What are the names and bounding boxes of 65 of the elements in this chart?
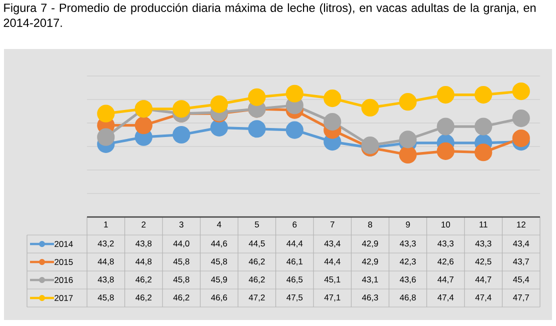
data-label: 43,3 <box>438 240 454 248</box>
data-label: 44,8 <box>98 258 114 266</box>
data-label: 44,4 <box>324 258 340 266</box>
data-label: 45,8 <box>211 258 228 266</box>
x-tick-label: 8 <box>368 222 372 228</box>
data-label: 43,8 <box>98 276 114 284</box>
data-label: 42,9 <box>362 258 378 266</box>
data-label: 43,2 <box>98 240 114 248</box>
legend-label: 2016 <box>54 276 73 283</box>
data-label: 45,9 <box>211 276 228 284</box>
data-label: 45,8 <box>98 294 114 302</box>
x-tick-label: 1 <box>104 222 108 228</box>
data-label: 42,9 <box>362 240 378 248</box>
data-label: 47,5 <box>286 294 303 302</box>
data-label: 43,7 <box>513 258 529 266</box>
data-label: 42,5 <box>475 258 492 266</box>
data-label: 43,8 <box>136 240 152 248</box>
x-tick-label: 5 <box>254 222 259 228</box>
data-label: 47,1 <box>324 294 340 302</box>
x-tick-label: 10 <box>442 222 450 228</box>
data-label: 47,4 <box>438 294 454 302</box>
data-label: 43,3 <box>400 240 416 248</box>
x-tick-label: 9 <box>406 222 410 228</box>
legend-label: 2015 <box>54 258 73 265</box>
data-label: 46,3 <box>362 294 378 302</box>
data-label: 46,2 <box>173 294 190 302</box>
x-tick-label: 6 <box>292 222 297 228</box>
data-label: 46,2 <box>136 294 152 302</box>
data-label: 42,3 <box>400 258 416 266</box>
data-label: 44,6 <box>211 240 228 248</box>
data-label: 44,0 <box>173 240 190 248</box>
data-label: 46,2 <box>248 276 265 284</box>
x-tick-label: 4 <box>216 222 222 228</box>
data-label: 43,6 <box>400 276 416 284</box>
data-label: 45,8 <box>173 276 190 284</box>
x-tick-label: 11 <box>480 222 488 228</box>
data-label: 45,8 <box>173 258 190 266</box>
data-label: 42,6 <box>438 258 454 266</box>
data-label: 46,1 <box>286 258 302 266</box>
data-label: 46,8 <box>400 294 416 302</box>
data-label: 43,4 <box>513 240 530 248</box>
data-label: 44,7 <box>475 276 492 284</box>
x-tick-label: 12 <box>517 222 526 228</box>
data-label: 44,8 <box>136 258 152 266</box>
data-label: 45,4 <box>513 276 530 284</box>
data-label: 43,4 <box>324 240 340 248</box>
data-label: 46,5 <box>286 276 303 284</box>
legend-label: 2014 <box>54 240 73 247</box>
data-label: 43,1 <box>362 276 378 284</box>
data-label: 46,2 <box>136 276 152 284</box>
data-label: 47,2 <box>248 294 265 302</box>
legend-label: 2017 <box>54 294 73 301</box>
data-label: 44,5 <box>248 240 265 248</box>
data-label: 43,3 <box>475 240 492 248</box>
chart-title: Figura 7 - Promedio de producción diaria máxima de leche (litros), en vacas adultas de la granja, en 2014-2017. <box>4 3 536 27</box>
data-label: 44,7 <box>438 276 454 284</box>
data-label: 44,4 <box>286 240 303 248</box>
x-tick-label: 2 <box>142 222 146 228</box>
data-label: 45,1 <box>324 276 340 284</box>
x-tick-label: 3 <box>179 222 184 228</box>
data-label: 47,7 <box>513 294 529 302</box>
data-label: 46,6 <box>211 294 228 302</box>
data-label: 46,2 <box>248 258 265 266</box>
x-tick-label: 7 <box>330 222 334 228</box>
data-label: 47,4 <box>475 294 492 302</box>
